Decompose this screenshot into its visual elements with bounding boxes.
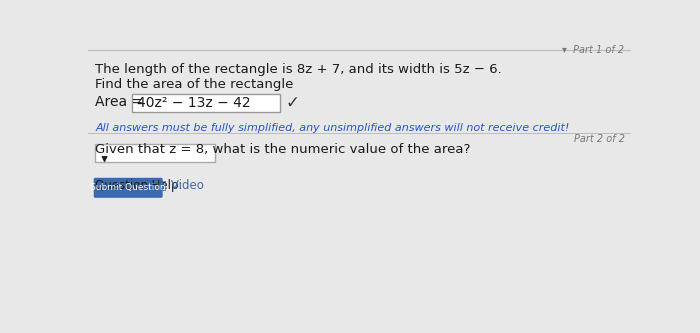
Text: Submit Question: Submit Question bbox=[90, 183, 166, 192]
Text: Part 2 of 2: Part 2 of 2 bbox=[573, 134, 624, 144]
Text: Given that z = 8, what is the numeric value of the area?: Given that z = 8, what is the numeric va… bbox=[95, 143, 470, 156]
Text: ▣ Video: ▣ Video bbox=[155, 178, 204, 191]
FancyBboxPatch shape bbox=[132, 94, 280, 112]
Text: All answers must be fully simplified, any unsimplified answers will not receive : All answers must be fully simplified, an… bbox=[95, 123, 570, 133]
Text: Find the area of the rectangle: Find the area of the rectangle bbox=[95, 78, 293, 91]
Text: The length of the rectangle is 8z + 7, and its width is 5z − 6.: The length of the rectangle is 8z + 7, a… bbox=[95, 63, 502, 76]
Text: Area =: Area = bbox=[95, 95, 148, 109]
Text: Question Help:: Question Help: bbox=[95, 178, 183, 191]
Text: 40z² − 13z − 42: 40z² − 13z − 42 bbox=[137, 96, 251, 110]
Text: ✓: ✓ bbox=[286, 94, 300, 112]
FancyBboxPatch shape bbox=[94, 178, 162, 198]
Text: ▾  Part 1 of 2: ▾ Part 1 of 2 bbox=[563, 45, 624, 55]
FancyBboxPatch shape bbox=[95, 144, 216, 163]
